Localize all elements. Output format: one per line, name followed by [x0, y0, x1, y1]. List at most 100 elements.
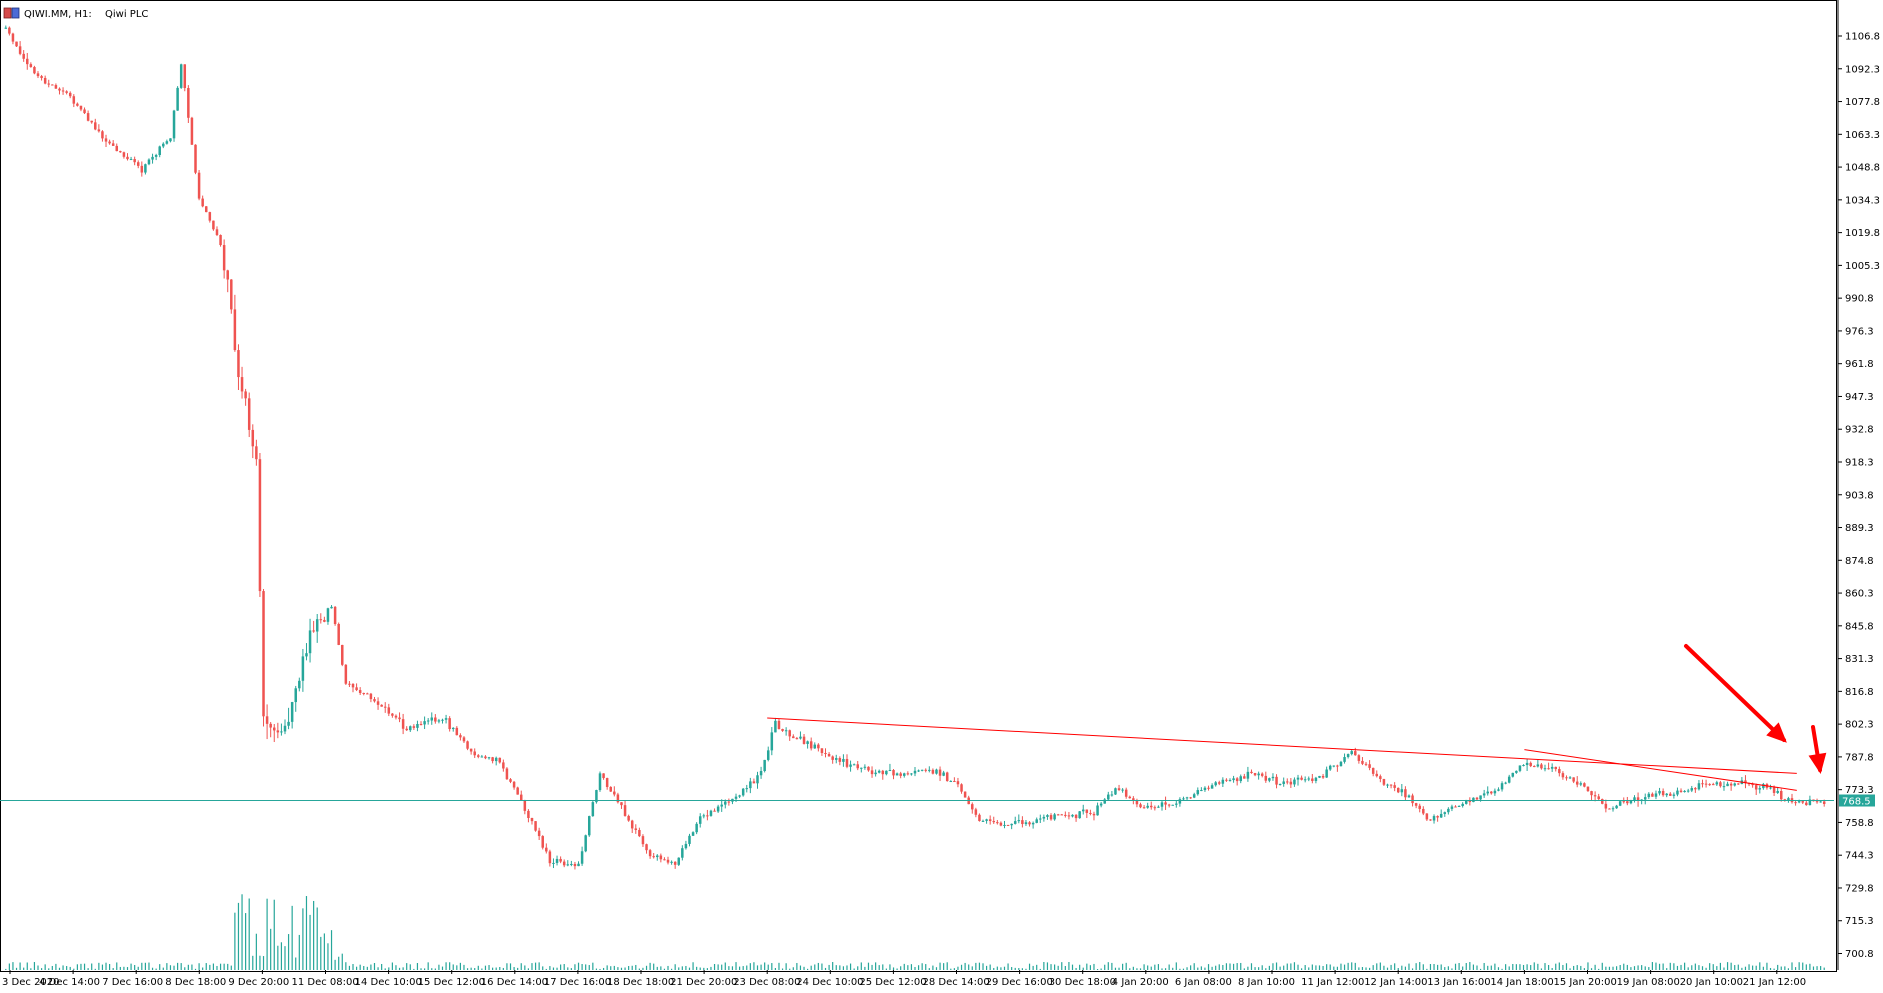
candle — [1089, 809, 1092, 816]
candle-body — [1232, 778, 1235, 781]
candle — [1737, 783, 1740, 785]
candle-body — [537, 830, 541, 837]
candle-body — [813, 744, 817, 749]
candle — [194, 144, 197, 175]
candle — [251, 424, 255, 459]
candle — [738, 794, 741, 799]
candle-body — [609, 786, 612, 792]
candle-body — [1780, 790, 1783, 800]
candle-body — [1099, 803, 1103, 806]
candle — [1636, 792, 1640, 807]
candle — [1404, 786, 1407, 801]
candle — [1787, 796, 1790, 803]
candle-body — [1400, 789, 1404, 793]
candle — [1053, 812, 1056, 821]
candle-body — [183, 64, 187, 89]
candle — [1683, 790, 1686, 793]
candle-body — [1336, 765, 1339, 767]
candle — [684, 840, 688, 850]
candle-body — [1744, 780, 1747, 784]
candle — [1454, 805, 1457, 808]
candle — [1697, 780, 1701, 791]
candle-body — [1257, 773, 1260, 776]
candle-body — [337, 623, 340, 645]
candle-body — [1794, 802, 1797, 804]
symbol-icon[interactable] — [3, 7, 20, 19]
candle-body — [1762, 784, 1765, 789]
candle — [1536, 759, 1540, 768]
candle-body — [1601, 799, 1604, 804]
candle — [1289, 777, 1293, 788]
candle — [899, 771, 902, 779]
candle-body — [1268, 778, 1271, 781]
candle-body — [197, 172, 201, 199]
candle-body — [824, 753, 827, 755]
candle — [122, 151, 126, 159]
candle-body — [4, 27, 8, 29]
candle-body — [931, 769, 935, 774]
candle-body — [981, 820, 985, 822]
candle — [763, 759, 766, 773]
candle — [1117, 784, 1121, 792]
candle-body — [1525, 762, 1529, 766]
candle-body — [1672, 794, 1676, 796]
candle-body — [559, 858, 562, 862]
candle — [598, 771, 602, 792]
candle-body — [72, 96, 76, 104]
candle-body — [262, 591, 265, 717]
candle — [473, 748, 476, 758]
candle — [1207, 785, 1210, 791]
candle — [792, 734, 795, 739]
candle-body — [1142, 807, 1146, 809]
candle-body — [391, 713, 394, 716]
candle — [498, 757, 502, 764]
candle-body — [809, 741, 813, 749]
candle-body — [1013, 821, 1017, 824]
candle — [1386, 783, 1389, 788]
candle-body — [1450, 806, 1454, 809]
candle-body — [745, 788, 749, 790]
trendline[interactable] — [1524, 749, 1797, 791]
candle — [26, 52, 29, 70]
candle-body — [398, 717, 401, 720]
candle-body — [1715, 782, 1719, 785]
candle-body — [1239, 776, 1242, 782]
candle-body — [1311, 778, 1314, 781]
candle — [691, 831, 695, 836]
candle-body — [1307, 778, 1311, 780]
candle-body — [1396, 787, 1400, 793]
candle — [434, 714, 437, 724]
candle — [702, 813, 706, 819]
candle-body — [566, 864, 570, 866]
candle-body — [247, 398, 251, 430]
candle — [910, 773, 913, 776]
candle — [204, 206, 208, 213]
candle — [1429, 819, 1432, 821]
candle-body — [888, 770, 892, 772]
candle-body — [480, 756, 484, 758]
candle-body — [1246, 771, 1250, 779]
candle-body — [698, 816, 702, 824]
candle — [849, 760, 852, 772]
trendline[interactable] — [767, 717, 1797, 774]
candle — [1314, 776, 1318, 784]
candle-body — [265, 716, 269, 724]
candle-body — [1615, 805, 1618, 809]
y-tick-label: 816.8 — [1845, 687, 1874, 698]
candle — [494, 756, 498, 766]
candle-body — [1694, 788, 1697, 790]
candle — [165, 139, 169, 145]
candle-body — [1135, 800, 1139, 805]
candle-body — [251, 429, 255, 447]
candle — [373, 696, 376, 703]
candle-body — [133, 159, 136, 163]
trendlines[interactable] — [767, 717, 1797, 791]
candle-body — [1282, 781, 1285, 784]
candle-body — [1493, 790, 1497, 794]
candle-body — [1547, 768, 1550, 770]
y-tick-label: 773.3 — [1845, 785, 1874, 796]
candle-body — [405, 728, 408, 731]
candle — [781, 728, 784, 732]
annotation-arrow — [1684, 644, 1787, 743]
